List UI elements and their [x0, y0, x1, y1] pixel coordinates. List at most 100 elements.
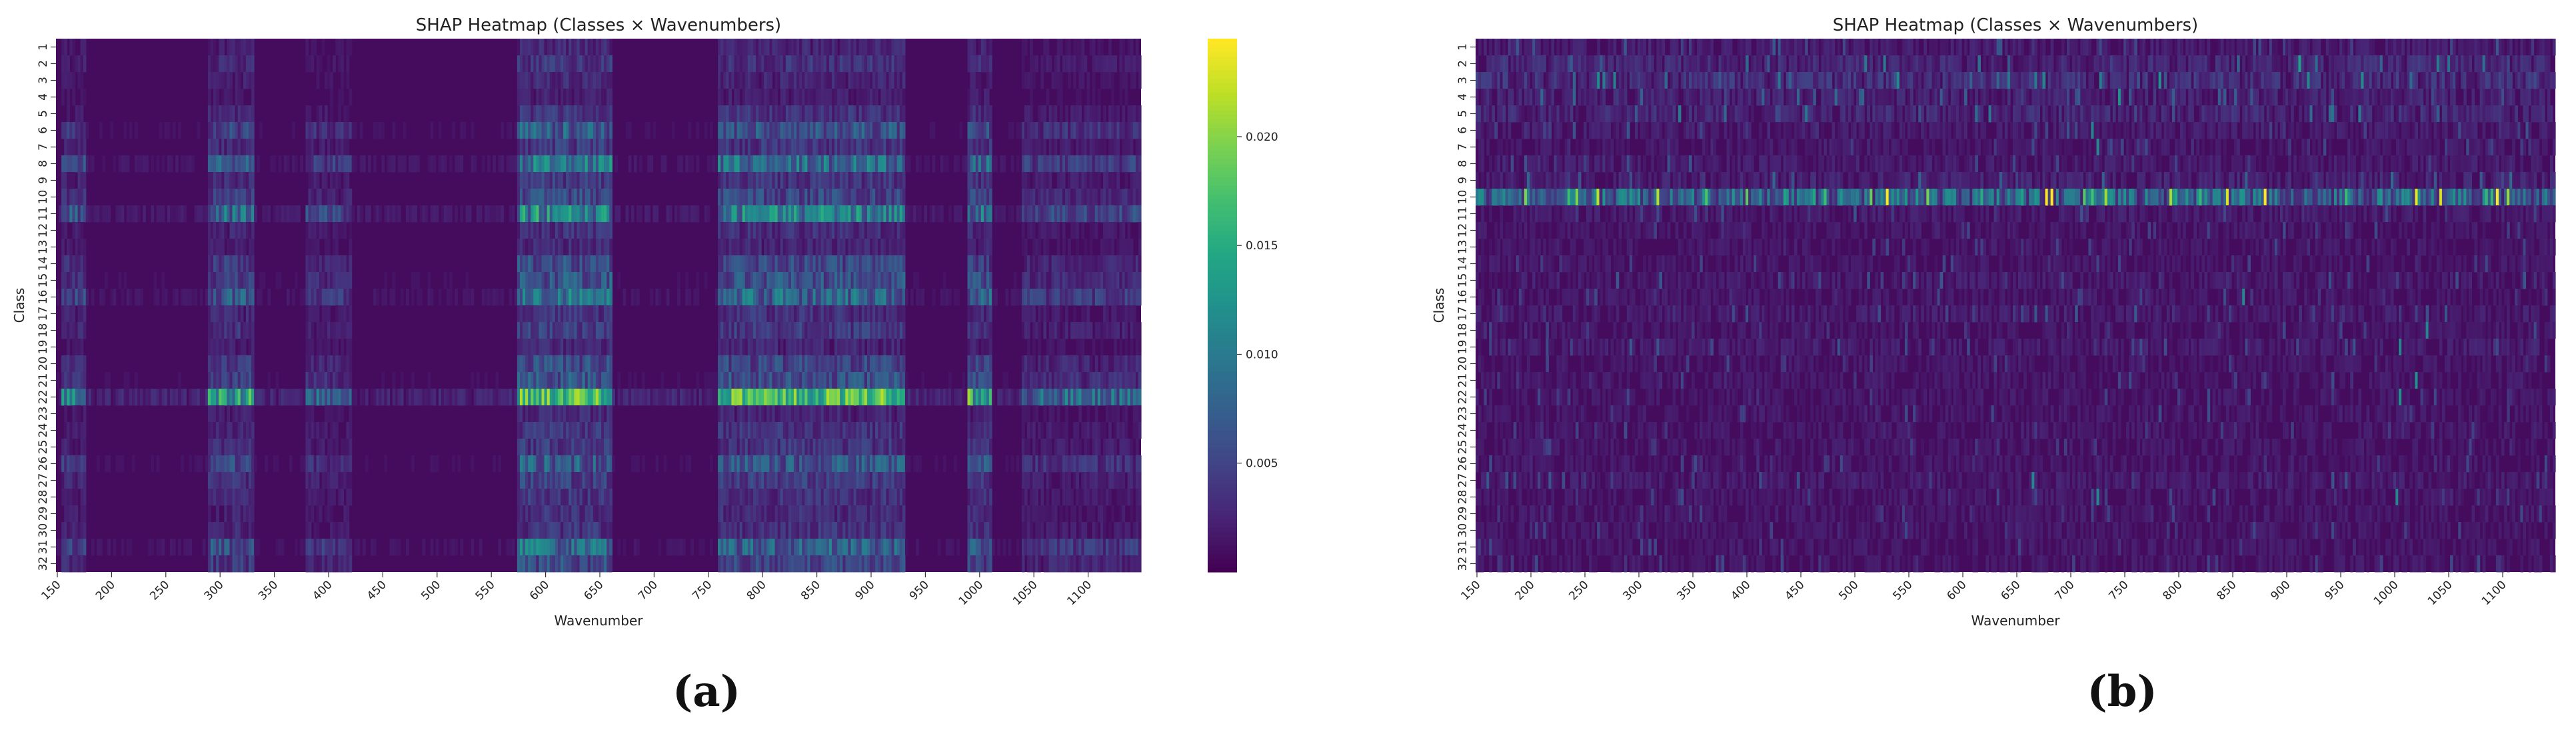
heatmap-cell — [794, 322, 797, 339]
heatmap-cell — [216, 305, 219, 323]
heatmap-cell — [706, 205, 710, 223]
heatmap-cell — [1048, 105, 1052, 123]
heatmap-cell — [419, 389, 423, 406]
heatmap-cell — [243, 155, 247, 173]
heatmap-cell — [245, 172, 249, 189]
heatmap-cell — [235, 55, 239, 73]
heatmap-cell — [213, 255, 217, 273]
heatmap-cell — [766, 105, 770, 123]
heatmap-cell — [547, 339, 551, 356]
heatmap-cell — [731, 72, 735, 89]
heatmap-cell — [251, 105, 255, 123]
heatmap-cell — [590, 105, 594, 123]
heatmap-cell — [875, 255, 878, 273]
heatmap-cell — [937, 389, 941, 406]
heatmap-cell — [1086, 255, 1090, 273]
heatmap-cell — [899, 155, 903, 173]
heatmap-cell — [444, 205, 447, 223]
heatmap-cell — [126, 289, 130, 306]
heatmap-cell — [858, 305, 862, 323]
heatmap-cell — [549, 372, 553, 389]
heatmap-cell — [1068, 55, 1071, 73]
heatmap-cell — [772, 339, 776, 356]
heatmap-cell — [582, 122, 586, 139]
heatmap-cell — [834, 222, 838, 239]
heatmap-cell — [216, 339, 219, 356]
heatmap-cell — [891, 39, 895, 56]
heatmap-cell — [780, 105, 784, 123]
heatmap-cell — [137, 389, 141, 406]
heatmap-cell — [235, 389, 239, 406]
heatmap-cell — [587, 405, 591, 423]
heatmap-cell — [1078, 122, 1082, 139]
heatmap-cell — [796, 72, 800, 89]
heatmap-cell — [547, 89, 551, 106]
heatmap-cell — [308, 105, 312, 123]
heatmap-cell — [812, 105, 816, 123]
heatmap-cell — [967, 372, 971, 389]
heatmap-cell — [64, 122, 67, 139]
heatmap-cell — [709, 389, 713, 406]
heatmap-cell — [433, 205, 437, 223]
heatmap-cell — [485, 205, 488, 223]
heatmap-cell — [123, 272, 127, 289]
heatmap-cell — [587, 305, 591, 323]
heatmap-cell — [319, 289, 323, 306]
heatmap-cell — [636, 389, 640, 406]
heatmap-cell — [245, 405, 249, 423]
heatmap-cell — [970, 289, 974, 306]
heatmap-cell — [720, 372, 724, 389]
heatmap-cell — [777, 72, 781, 89]
heatmap-cell — [213, 39, 217, 56]
heatmap-cell — [1065, 39, 1068, 56]
heatmap-cell — [972, 339, 976, 356]
heatmap-cell — [305, 205, 309, 223]
heatmap-cell — [221, 355, 225, 373]
heatmap-cell — [617, 389, 621, 406]
heatmap-cell — [1056, 239, 1060, 256]
heatmap-cell — [870, 89, 873, 106]
heatmap-cell — [414, 389, 417, 406]
heatmap-cell — [281, 205, 285, 223]
heatmap-cell — [1002, 205, 1006, 223]
heatmap-cell — [555, 55, 559, 73]
heatmap-cell — [848, 405, 852, 423]
heatmap-cell — [557, 255, 561, 273]
heatmap-cell — [248, 139, 252, 156]
heatmap-cell — [858, 205, 862, 223]
heatmap-cell — [747, 355, 751, 373]
heatmap-cell — [1005, 389, 1009, 406]
heatmap-cell — [351, 389, 355, 406]
heatmap-cell — [528, 55, 531, 73]
heatmap-cell — [761, 122, 764, 139]
heatmap-cell — [1068, 155, 1071, 173]
heatmap-cell — [341, 55, 345, 73]
heatmap-cell — [343, 172, 347, 189]
heatmap-cell — [880, 72, 884, 89]
heatmap-cell — [1062, 339, 1066, 356]
heatmap-cell — [574, 89, 578, 106]
heatmap-cell — [557, 339, 561, 356]
heatmap-cell — [544, 155, 548, 173]
heatmap-cell — [327, 389, 331, 406]
heatmap-cell — [235, 72, 239, 89]
heatmap-cell — [585, 155, 589, 173]
heatmap-cell — [886, 122, 890, 139]
heatmap-cell — [752, 122, 756, 139]
heatmap-cell — [1084, 289, 1088, 306]
heatmap-cell — [747, 205, 751, 223]
heatmap-cell — [292, 389, 295, 406]
heatmap-cell — [549, 72, 553, 89]
heatmap-cell — [728, 189, 732, 206]
heatmap-cell — [929, 122, 933, 139]
heatmap-cell — [1065, 372, 1068, 389]
heatmap-cell — [156, 289, 160, 306]
heatmap-cell — [313, 289, 317, 306]
heatmap-cell — [1103, 205, 1106, 223]
heatmap-cell — [752, 405, 756, 423]
heatmap-cell — [549, 189, 553, 206]
heatmap-cell — [832, 155, 835, 173]
heatmap-cell — [77, 105, 81, 123]
heatmap-cell — [80, 372, 84, 389]
heatmap-cell — [780, 272, 784, 289]
